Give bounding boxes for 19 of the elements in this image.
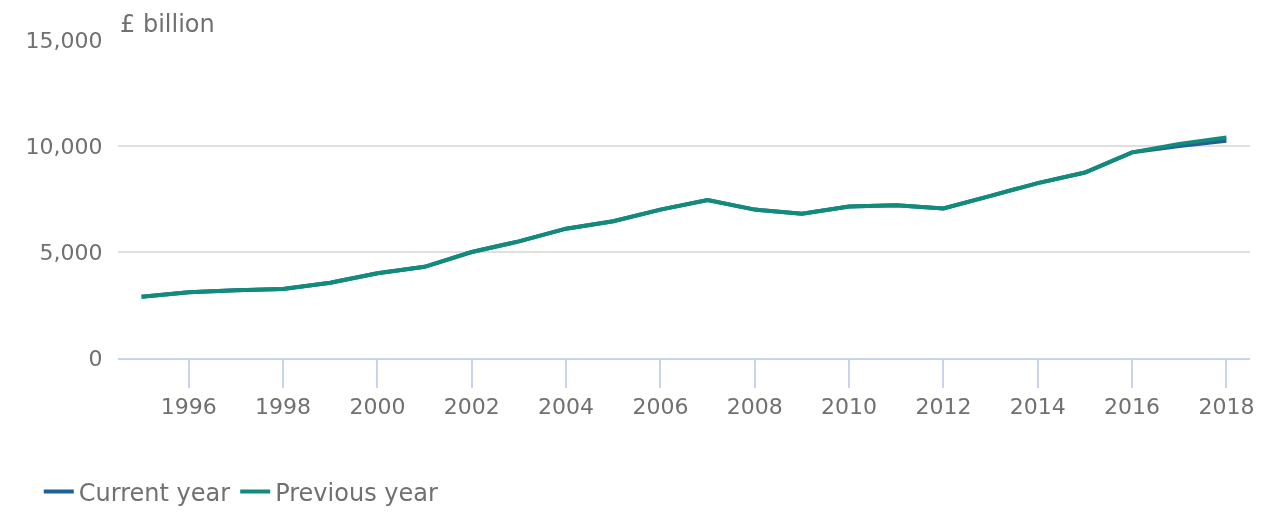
x-tick-label: 2002 — [443, 394, 500, 420]
x-tick-label: 2014 — [1009, 394, 1066, 420]
y-axis-title: £ billion — [120, 10, 215, 38]
y-tick-label: 5,000 — [39, 239, 103, 265]
legend-label: Current year — [78, 478, 231, 507]
x-tick-label: 1996 — [160, 394, 217, 420]
y-tick-label: 15,000 — [25, 27, 103, 53]
x-tick-label: 2016 — [1104, 394, 1161, 420]
x-tick-label: 2004 — [538, 394, 595, 420]
x-tick-label: 2006 — [632, 394, 689, 420]
y-tick-label: 0 — [88, 345, 103, 371]
legend-label: Previous year — [275, 478, 438, 507]
x-tick-label: 1998 — [255, 394, 312, 420]
x-tick-label: 2000 — [349, 394, 406, 420]
x-tick-label: 2012 — [915, 394, 972, 420]
x-tick-label: 2010 — [821, 394, 878, 420]
y-tick-label: 10,000 — [25, 133, 103, 159]
x-tick-label: 2018 — [1198, 394, 1255, 420]
x-tick-label: 2008 — [726, 394, 783, 420]
